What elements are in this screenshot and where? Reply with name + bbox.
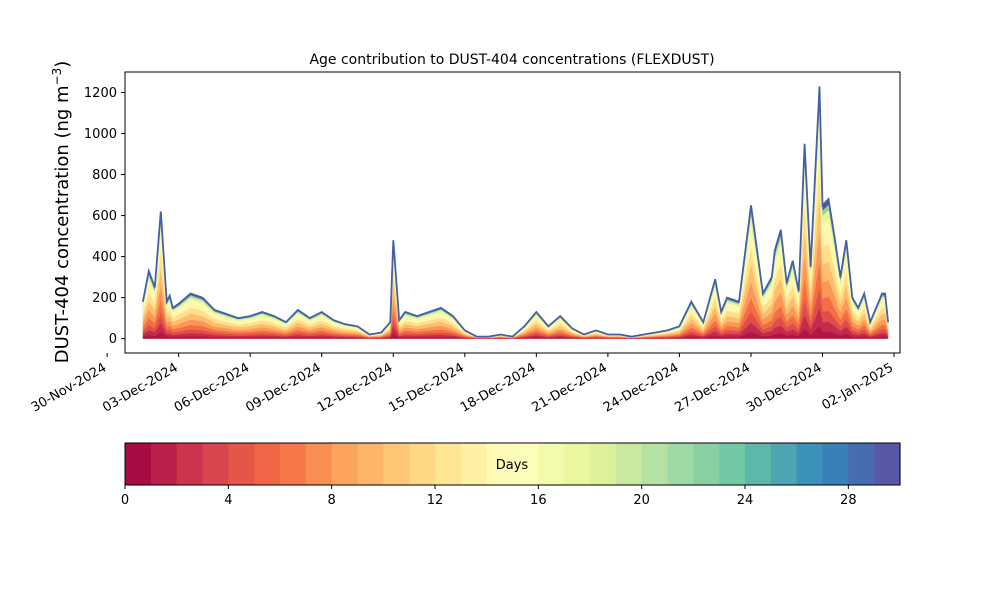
x-tick-label: 02-Jan-2025 <box>819 360 896 413</box>
colorbar-segment <box>745 443 772 485</box>
colorbar-segment <box>874 443 901 485</box>
colorbar-segment <box>486 443 514 485</box>
x-tick-label: 24-Dec-2024 <box>601 360 681 415</box>
colorbar-tick-label: 20 <box>633 493 650 508</box>
x-tick-label: 30-Dec-2024 <box>744 360 824 415</box>
colorbar-segment <box>254 443 281 485</box>
y-tick-label: 600 <box>92 209 117 224</box>
colorbar-ticks: 0 4 8 12 16 20 24 28 <box>121 485 857 508</box>
plot-frame <box>124 71 901 354</box>
colorbar-segment <box>590 443 617 485</box>
y-tick-label: 1000 <box>84 127 117 142</box>
x-axis: 30-Nov-202403-Dec-202406-Dec-202409-Dec-… <box>29 353 896 416</box>
colorbar-tick-label: 28 <box>840 493 857 508</box>
colorbar-segment <box>770 443 798 485</box>
y-tick-label: 0 <box>109 332 117 347</box>
colorbar-tick-label: 16 <box>530 493 547 508</box>
colorbar-segment <box>615 443 643 485</box>
colorbar-label: Days <box>496 458 529 473</box>
colorbar-segment <box>280 443 307 485</box>
y-tick-label: 800 <box>92 168 117 183</box>
colorbar-tick-label: 4 <box>224 493 232 508</box>
colorbar-frame <box>124 442 901 486</box>
colorbar-segment <box>357 443 384 485</box>
x-tick-label: 30-Nov-2024 <box>29 360 109 415</box>
colorbar-segment <box>125 443 152 485</box>
colorbar-segment <box>667 443 694 485</box>
x-tick-label: 03-Dec-2024 <box>100 360 180 415</box>
colorbar-segment <box>693 443 720 485</box>
colorbar-tick-label: 24 <box>737 493 754 508</box>
age-layer-1d <box>142 326 889 339</box>
colorbar-tick-label: 8 <box>328 493 336 508</box>
colorbar-segment <box>641 443 669 485</box>
colorbar-segment <box>848 443 875 485</box>
age-layers <box>142 86 889 339</box>
colorbar-segment <box>719 443 746 485</box>
x-tick-label: 15-Dec-2024 <box>386 360 466 415</box>
y-tick-label: 200 <box>92 291 117 306</box>
colorbar-segment <box>331 443 359 485</box>
colorbar-segment <box>176 443 204 485</box>
colorbar-tick-label: 12 <box>427 493 444 508</box>
colorbar-segment <box>538 443 565 485</box>
y-axis-label: DUST-404 concentration (ng m−3) <box>50 61 73 364</box>
colorbar-segment <box>822 443 849 485</box>
colorbar <box>125 443 901 485</box>
x-tick-label: 12-Dec-2024 <box>315 360 395 415</box>
colorbar-segment <box>202 443 229 485</box>
colorbar-segment <box>796 443 824 485</box>
x-tick-label: 09-Dec-2024 <box>243 360 323 415</box>
colorbar-segment <box>383 443 410 485</box>
total-concentration-line <box>142 86 889 338</box>
chart-title: Age contribution to DUST-404 concentrati… <box>309 52 714 68</box>
colorbar-segment <box>228 443 255 485</box>
colorbar-segment <box>512 443 539 485</box>
x-tick-label: 27-Dec-2024 <box>673 360 753 415</box>
x-tick-label: 06-Dec-2024 <box>172 360 252 415</box>
x-tick-label: 21-Dec-2024 <box>529 360 609 415</box>
x-tick-label: 18-Dec-2024 <box>458 360 538 415</box>
colorbar-segment <box>305 443 333 485</box>
colorbar-tick-label: 0 <box>121 493 129 508</box>
colorbar-segment <box>150 443 178 485</box>
y-tick-label: 400 <box>92 250 117 265</box>
y-tick-label: 1200 <box>84 86 117 101</box>
colorbar-segment <box>435 443 462 485</box>
colorbar-segment <box>409 443 436 485</box>
y-axis: 0 200 400 600 800 1000 1200 <box>84 86 125 347</box>
plot-area <box>142 86 889 339</box>
colorbar-segment <box>460 443 488 485</box>
colorbar-segment <box>564 443 591 485</box>
